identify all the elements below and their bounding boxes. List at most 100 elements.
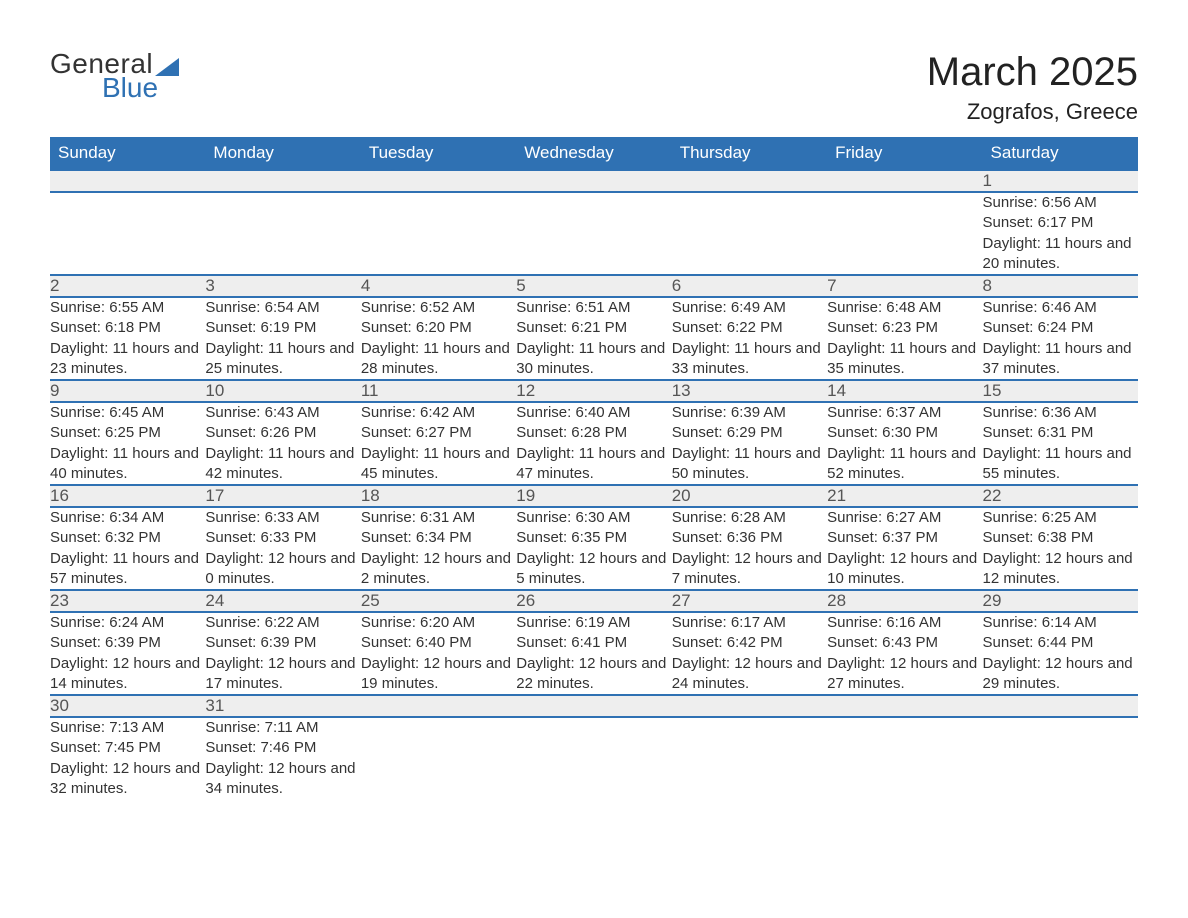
sunset-line: Sunset: 6:22 PM [672,318,827,338]
sunrise-line: Sunrise: 7:11 AM [205,718,360,738]
day-info-cell: Sunrise: 7:13 AMSunset: 7:45 PMDaylight:… [50,717,205,799]
title-block: March 2025 Zografos, Greece [927,50,1138,125]
daylight-line: Daylight: 11 hours and 50 minutes. [672,444,827,485]
daylight-line: Daylight: 12 hours and 7 minutes. [672,549,827,590]
sunrise-line: Sunrise: 6:56 AM [983,193,1138,213]
day-number-cell: 13 [672,380,827,402]
sunset-line: Sunset: 6:44 PM [983,633,1138,653]
day-info-cell: Sunrise: 6:27 AMSunset: 6:37 PMDaylight:… [827,507,982,590]
weekday-header: Sunday [50,137,205,170]
daylight-line: Daylight: 11 hours and 45 minutes. [361,444,516,485]
sunrise-line: Sunrise: 6:49 AM [672,298,827,318]
sunset-line: Sunset: 6:37 PM [827,528,982,548]
sunrise-line: Sunrise: 6:19 AM [516,613,671,633]
day-number-row: 16171819202122 [50,485,1138,507]
day-number-cell: 24 [205,590,360,612]
day-info-cell: Sunrise: 6:40 AMSunset: 6:28 PMDaylight:… [516,402,671,485]
day-info-cell: Sunrise: 6:20 AMSunset: 6:40 PMDaylight:… [361,612,516,695]
day-number-cell: 11 [361,380,516,402]
sunrise-line: Sunrise: 6:14 AM [983,613,1138,633]
daylight-line: Daylight: 12 hours and 29 minutes. [983,654,1138,695]
day-number-cell: 21 [827,485,982,507]
daylight-line: Daylight: 11 hours and 40 minutes. [50,444,205,485]
day-info-cell: Sunrise: 6:22 AMSunset: 6:39 PMDaylight:… [205,612,360,695]
sunrise-line: Sunrise: 6:30 AM [516,508,671,528]
day-info-row: Sunrise: 6:34 AMSunset: 6:32 PMDaylight:… [50,507,1138,590]
weekday-header: Monday [205,137,360,170]
day-info-cell [516,192,671,275]
sunset-line: Sunset: 6:39 PM [205,633,360,653]
day-number-row: 2345678 [50,275,1138,297]
day-number-cell: 1 [983,170,1138,192]
day-info-cell: Sunrise: 6:33 AMSunset: 6:33 PMDaylight:… [205,507,360,590]
day-number-cell [983,695,1138,717]
day-number-cell: 6 [672,275,827,297]
day-number-cell: 10 [205,380,360,402]
day-number-cell: 27 [672,590,827,612]
sunrise-line: Sunrise: 6:25 AM [983,508,1138,528]
sunrise-line: Sunrise: 6:55 AM [50,298,205,318]
day-info-cell: Sunrise: 6:30 AMSunset: 6:35 PMDaylight:… [516,507,671,590]
sunset-line: Sunset: 6:21 PM [516,318,671,338]
day-info-cell: Sunrise: 6:16 AMSunset: 6:43 PMDaylight:… [827,612,982,695]
daylight-line: Daylight: 11 hours and 42 minutes. [205,444,360,485]
sunrise-line: Sunrise: 7:13 AM [50,718,205,738]
sunset-line: Sunset: 6:36 PM [672,528,827,548]
sunset-line: Sunset: 6:25 PM [50,423,205,443]
day-number-cell [672,695,827,717]
day-number-cell [827,170,982,192]
day-number-cell: 19 [516,485,671,507]
day-info-cell: Sunrise: 6:55 AMSunset: 6:18 PMDaylight:… [50,297,205,380]
calendar-body: 1 Sunrise: 6:56 AMSunset: 6:17 PMDayligh… [50,170,1138,799]
day-info-row: Sunrise: 6:24 AMSunset: 6:39 PMDaylight:… [50,612,1138,695]
day-number-cell: 14 [827,380,982,402]
day-info-row: Sunrise: 6:56 AMSunset: 6:17 PMDaylight:… [50,192,1138,275]
header: General Blue March 2025 Zografos, Greece [50,50,1138,125]
sunset-line: Sunset: 6:31 PM [983,423,1138,443]
location-label: Zografos, Greece [927,99,1138,125]
sunrise-line: Sunrise: 6:17 AM [672,613,827,633]
sunset-line: Sunset: 6:26 PM [205,423,360,443]
day-info-cell [827,192,982,275]
day-info-cell: Sunrise: 6:48 AMSunset: 6:23 PMDaylight:… [827,297,982,380]
daylight-line: Daylight: 12 hours and 14 minutes. [50,654,205,695]
daylight-line: Daylight: 11 hours and 52 minutes. [827,444,982,485]
daylight-line: Daylight: 12 hours and 10 minutes. [827,549,982,590]
sunset-line: Sunset: 6:27 PM [361,423,516,443]
sunset-line: Sunset: 6:17 PM [983,213,1138,233]
day-info-cell [672,192,827,275]
day-number-cell [205,170,360,192]
day-info-cell: Sunrise: 6:51 AMSunset: 6:21 PMDaylight:… [516,297,671,380]
sunrise-line: Sunrise: 6:39 AM [672,403,827,423]
day-number-cell: 15 [983,380,1138,402]
daylight-line: Daylight: 11 hours and 30 minutes. [516,339,671,380]
sunrise-line: Sunrise: 6:46 AM [983,298,1138,318]
sunset-line: Sunset: 6:24 PM [983,318,1138,338]
weekday-header: Wednesday [516,137,671,170]
sunset-line: Sunset: 6:38 PM [983,528,1138,548]
day-info-cell [827,717,982,799]
day-info-cell: Sunrise: 6:43 AMSunset: 6:26 PMDaylight:… [205,402,360,485]
sunset-line: Sunset: 6:18 PM [50,318,205,338]
sunset-line: Sunset: 6:43 PM [827,633,982,653]
daylight-line: Daylight: 12 hours and 24 minutes. [672,654,827,695]
sunrise-line: Sunrise: 6:16 AM [827,613,982,633]
day-info-row: Sunrise: 7:13 AMSunset: 7:45 PMDaylight:… [50,717,1138,799]
day-info-row: Sunrise: 6:55 AMSunset: 6:18 PM Daylight:… [50,297,1138,380]
daylight-line: Daylight: 11 hours and 37 minutes. [983,339,1138,380]
day-info-row: Sunrise: 6:45 AMSunset: 6:25 PMDaylight:… [50,402,1138,485]
sunrise-line: Sunrise: 6:34 AM [50,508,205,528]
day-info-cell [516,717,671,799]
day-info-cell: Sunrise: 6:31 AMSunset: 6:34 PMDaylight:… [361,507,516,590]
day-info-cell: Sunrise: 6:56 AMSunset: 6:17 PMDaylight:… [983,192,1138,275]
daylight-line: Daylight: 12 hours and 19 minutes. [361,654,516,695]
day-number-cell: 3 [205,275,360,297]
sunset-line: Sunset: 6:35 PM [516,528,671,548]
sunset-line: Sunset: 6:34 PM [361,528,516,548]
day-number-cell: 30 [50,695,205,717]
day-number-cell: 4 [361,275,516,297]
sunrise-line: Sunrise: 6:36 AM [983,403,1138,423]
daylight-line: Daylight: 11 hours and 47 minutes. [516,444,671,485]
day-number-cell: 26 [516,590,671,612]
day-info-cell: Sunrise: 6:46 AMSunset: 6:24 PMDaylight:… [983,297,1138,380]
